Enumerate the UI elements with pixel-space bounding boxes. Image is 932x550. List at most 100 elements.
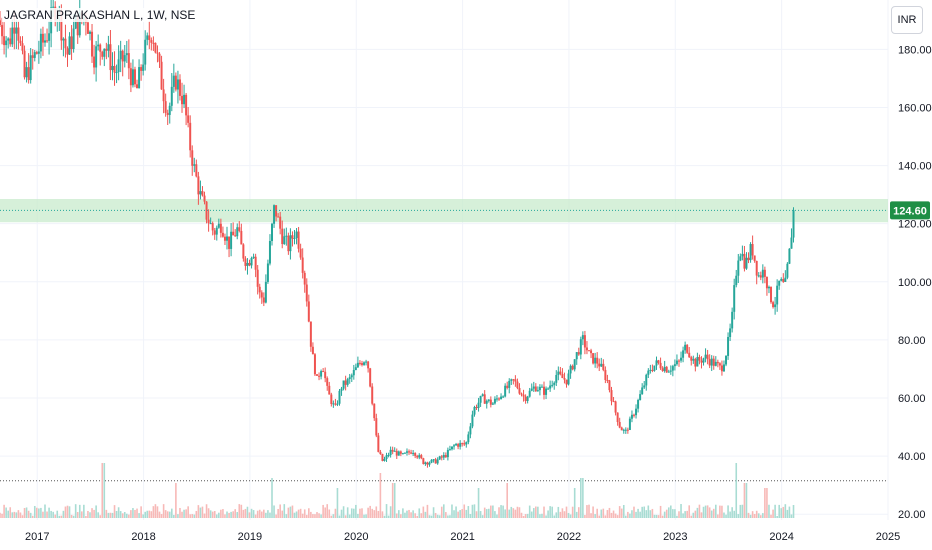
volume-bar-295 [602,508,605,518]
volume-bar-371 [757,513,760,518]
candle-body-116 [236,227,239,237]
candle-body-254 [518,387,521,394]
volume-bar-89 [181,511,183,518]
volume-bar-258 [526,513,529,518]
volume-bar-222 [453,510,455,518]
volume-bar-54 [109,512,112,518]
candle-body-213 [434,459,437,464]
candle-body-31 [62,38,65,41]
candle-body-142 [289,235,292,252]
volume-bar-269 [549,506,551,518]
candle-body-6 [11,27,14,45]
volume-bar-106 [215,514,218,518]
candle-body-172 [350,375,353,378]
volume-bar-200 [408,509,410,518]
candle-body-179 [365,361,368,363]
candle-body-10 [19,40,22,44]
candle-body-201 [410,452,413,454]
volume-bar-297 [606,510,609,518]
candle-body-174 [354,367,357,371]
x-tick-label-0: 2017 [25,531,49,543]
volume-bar-188 [383,515,386,518]
candle-body-255 [520,393,523,395]
candle-body-180 [367,361,370,369]
volume-bar-189 [385,504,388,518]
candle-body-221 [450,446,453,450]
volume-bar-187 [381,511,384,518]
volume-bar-289 [590,513,592,518]
candle-body-368 [751,244,754,256]
volume-bar-230 [469,514,472,518]
volume-bar-298 [608,507,611,518]
candle-body-379 [774,304,777,308]
candle-body-55 [111,65,114,71]
candle-body-232 [473,407,476,415]
volume-bar-386 [788,506,791,518]
volume-bar-251 [512,508,515,518]
candle-body-182 [371,386,374,404]
candle-body-103 [209,223,212,225]
candle-body-130 [264,281,267,303]
candle-body-245 [500,396,503,399]
volume-bar-9 [17,510,20,518]
candle-body-186 [379,451,382,454]
volume-bar-279 [569,514,572,518]
volume-bar-342 [698,504,701,518]
candle-body-345 [704,354,707,359]
volume-bar-79 [160,514,163,518]
volume-bar-349 [712,508,715,518]
candle-body-342 [698,357,701,361]
candle-body-84 [170,86,173,106]
volume-bar-126 [256,510,259,518]
candle-body-77 [156,52,159,54]
volume-bar-271 [553,515,556,518]
volume-bar-110 [224,514,226,518]
volume-bar-100 [203,513,206,518]
volume-bar-313 [639,511,641,518]
volume-bar-180 [367,507,369,518]
volume-bar-346 [706,505,709,518]
volume-bar-21 [42,511,44,518]
candle-body-344 [702,358,705,363]
volume-bar-257 [524,514,527,518]
candle-body-47 [95,46,98,68]
volume-bar-73 [148,510,151,518]
volume-bar-81 [164,510,167,518]
x-tick-label-7: 2024 [769,531,793,543]
volume-bar-56 [113,505,116,518]
candle-body-236 [481,394,484,396]
volume-bar-362 [739,504,742,518]
candle-body-175 [356,362,359,368]
volume-bar-94 [191,514,194,518]
volume-bar-93 [189,514,191,518]
candle-body-50 [101,51,104,57]
volume-bar-273 [557,506,560,518]
candle-body-317 [647,370,650,375]
volume-bar-29 [58,515,61,518]
candle-body-195 [397,451,400,456]
volume-bar-132 [269,512,271,518]
candle-body-366 [747,257,750,261]
candle-body-363 [741,253,744,257]
currency-button[interactable]: INR [891,6,923,34]
candle-body-24 [48,33,51,41]
candle-body-192 [391,449,394,452]
volume-bar-380 [776,515,778,518]
candle-body-328 [669,370,672,372]
candle-body-356 [727,336,730,356]
volume-bar-3 [5,507,7,518]
candle-body-143 [291,235,294,239]
volume-bar-121 [246,506,249,518]
candle-body-16 [31,55,34,58]
candle-body-338 [690,357,693,361]
candle-body-355 [725,355,728,365]
volume-bar-107 [218,512,220,518]
volume-bar-294 [600,509,603,518]
volume-bar-197 [402,508,404,518]
candle-body-191 [389,449,392,456]
volume-bar-301 [614,513,617,518]
candle-body-211 [430,459,433,463]
volume-bar-202 [412,510,414,518]
